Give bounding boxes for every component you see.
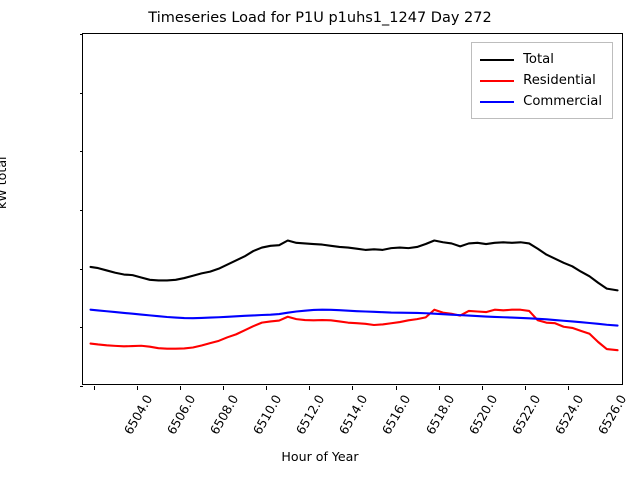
x-tick-mark [395, 386, 397, 390]
y-axis-label: kW total [0, 156, 9, 209]
legend-swatch-residential [480, 79, 515, 82]
legend-swatch-total [480, 58, 515, 61]
series-line-residential [89, 308, 619, 352]
series-line-commercial [89, 308, 619, 327]
legend-label: Commercial [523, 94, 602, 109]
x-tick-mark [93, 386, 95, 390]
x-tick-label: 6522.0 [508, 392, 544, 438]
y-tick-mark [79, 92, 83, 94]
x-tick-label: 6514.0 [335, 392, 371, 438]
x-tick-mark [352, 386, 354, 390]
x-tick-mark [179, 386, 181, 390]
x-tick-label: 6506.0 [163, 392, 199, 438]
x-tick-mark [223, 386, 225, 390]
y-tick-mark [79, 210, 83, 211]
x-tick-label: 6520.0 [465, 392, 500, 438]
legend-swatch-commercial [480, 100, 515, 103]
plot-area: 050001000015000200002500030000 6504.0650… [79, 33, 629, 437]
legend: Total Residential Commercial [471, 42, 613, 119]
x-axis-label: Hour of Year [281, 449, 359, 464]
x-tick-label: 6512.0 [292, 392, 328, 438]
series-canvas [89, 239, 619, 352]
legend-label: Residential [523, 73, 596, 88]
x-tick-label: 6508.0 [206, 392, 242, 438]
x-tick-mark [309, 386, 311, 390]
x-tick-label: 6510.0 [249, 392, 285, 438]
x-tick-mark [266, 386, 268, 390]
x-tick-label: 6524.0 [551, 392, 587, 438]
legend-label: Total [523, 52, 554, 67]
x-tick-label: 6518.0 [422, 392, 457, 438]
x-tick-mark [524, 386, 526, 390]
x-tick-mark [481, 386, 483, 390]
x-tick-mark [136, 386, 138, 390]
x-tick-mark [438, 386, 440, 390]
y-tick-mark [79, 34, 83, 35]
x-tick-mark [567, 386, 569, 390]
series-line-total [89, 239, 619, 292]
x-tick-label: 6516.0 [379, 392, 414, 438]
x-tick-label: 6504.0 [120, 392, 156, 438]
chart-title: Timeseries Load for P1U p1uhs1_1247 Day … [148, 10, 492, 26]
y-tick-mark [79, 327, 83, 329]
y-tick-mark [79, 151, 83, 153]
legend-item-total: Total [480, 49, 602, 70]
y-tick-mark [79, 386, 83, 387]
legend-item-commercial: Commercial [480, 91, 602, 112]
y-tick-mark [79, 268, 83, 270]
legend-item-residential: Residential [480, 70, 602, 91]
x-tick-label: 6526.0 [594, 392, 630, 438]
